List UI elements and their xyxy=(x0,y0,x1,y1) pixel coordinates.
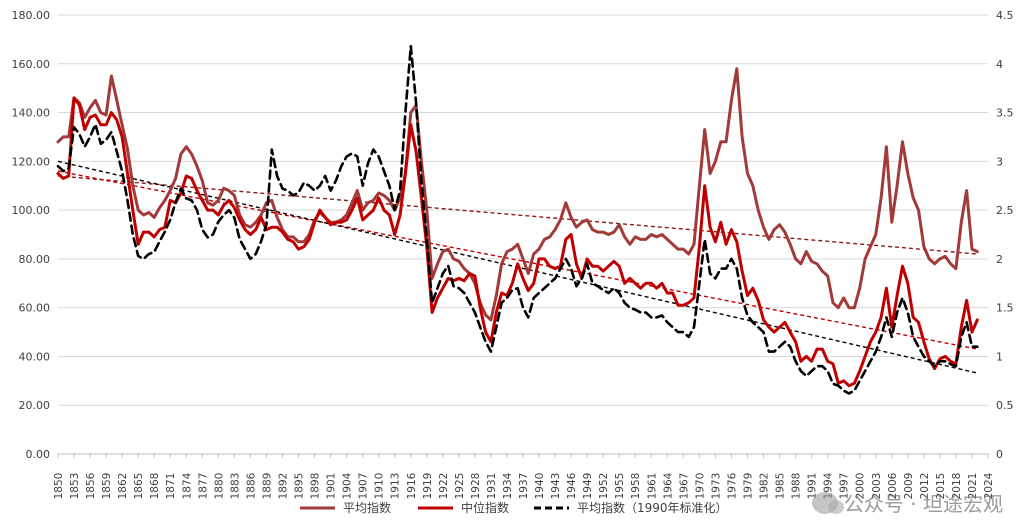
watermark-text: 公众号 · 坦途宏观 xyxy=(843,492,1003,516)
x-tick-label: 1961 xyxy=(646,473,658,500)
x-tick-label: 1976 xyxy=(726,472,738,499)
x-tick-label: 1934 xyxy=(502,472,514,499)
x-tick-label: 2006 xyxy=(887,472,899,499)
x-tick-label: 1907 xyxy=(358,473,370,500)
x-tick-label: 2015 xyxy=(935,473,947,500)
series-line-avg xyxy=(56,67,979,322)
x-tick-label: 2012 xyxy=(919,473,931,500)
x-tick-label: 1898 xyxy=(310,473,322,500)
left-tick-label: 60.00 xyxy=(19,302,51,315)
x-tick-label: 1919 xyxy=(422,473,434,500)
right-tick-label: 3 xyxy=(996,155,1003,168)
x-tick-label: 2024 xyxy=(983,472,995,499)
x-tick-label: 1856 xyxy=(85,472,97,499)
left-tick-label: 40.00 xyxy=(19,350,51,363)
left-tick-label: 140.00 xyxy=(12,107,51,120)
x-tick-label: 2003 xyxy=(871,473,883,500)
x-tick-label: 2018 xyxy=(951,473,963,500)
x-tick-label: 1895 xyxy=(294,473,306,500)
x-tick-label: 1997 xyxy=(839,473,851,500)
left-tick-label: 20.00 xyxy=(19,399,51,412)
right-tick-label: 4.5 xyxy=(996,9,1014,22)
x-tick-label: 1883 xyxy=(229,473,241,500)
x-tick-label: 1973 xyxy=(710,473,722,500)
x-tick-label: 1949 xyxy=(582,473,594,500)
left-tick-label: 100.00 xyxy=(12,204,51,217)
x-tick-label: 1991 xyxy=(807,473,819,500)
x-tick-label: 1964 xyxy=(662,472,674,499)
legend: 平均指数 中位指数 平均指数（1990年标准化） xyxy=(300,500,728,515)
x-tick-label: 1892 xyxy=(277,473,289,500)
right-tick-label: 1.5 xyxy=(996,302,1014,315)
left-tick-label: 180.00 xyxy=(12,9,51,22)
x-tick-label: 1922 xyxy=(438,473,450,500)
wechat-icon xyxy=(811,491,844,514)
x-tick-label: 1853 xyxy=(69,473,81,500)
x-tick-label: 1955 xyxy=(614,473,626,500)
left-tick-label: 120.00 xyxy=(12,155,51,168)
right-tick-label: 4 xyxy=(996,58,1003,71)
x-tick-label: 1928 xyxy=(470,473,482,500)
gridlines xyxy=(58,14,988,455)
x-tick-label: 1874 xyxy=(181,472,193,499)
x-tick-label: 1862 xyxy=(117,473,129,500)
left-tick-label: 0.00 xyxy=(26,448,51,461)
x-tick-label: 1988 xyxy=(791,473,803,500)
left-tick-label: 160.00 xyxy=(12,58,51,71)
x-tick-label: 1877 xyxy=(197,473,209,500)
x-tick-label: 1952 xyxy=(598,473,610,500)
right-tick-label: 3.5 xyxy=(996,107,1014,120)
x-tick-label: 2009 xyxy=(903,473,915,500)
legend-label-avg: 平均指数 xyxy=(343,500,391,515)
x-tick-label: 1979 xyxy=(742,473,754,500)
x-axis: 1850 1853 1856 1859 1862 1865 1868 1871 1874 1877… xyxy=(53,453,995,500)
x-tick-label: 1970 xyxy=(694,473,706,500)
x-tick-label: 1946 xyxy=(566,472,578,499)
x-tick-label: 1880 xyxy=(213,473,225,500)
series-line-median xyxy=(56,96,979,388)
x-tick-label: 1985 xyxy=(775,473,787,500)
x-tick-label: 1943 xyxy=(550,473,562,500)
x-tick-label: 1913 xyxy=(390,473,402,500)
x-tick-label: 1889 xyxy=(261,473,273,500)
x-tick-label: 1925 xyxy=(454,473,466,500)
legend-label-median: 中位指数 xyxy=(461,500,509,515)
right-tick-label: 1 xyxy=(996,350,1003,363)
x-tick-label: 1865 xyxy=(133,473,145,500)
right-tick-label: 2 xyxy=(996,253,1003,266)
x-tick-label: 2000 xyxy=(855,473,867,500)
x-tick-label: 1931 xyxy=(486,473,498,500)
x-tick-label: 1886 xyxy=(245,472,257,499)
right-y-axis: 0 0.5 1 1.5 2 2.5 3 3.5 4 4.5 xyxy=(996,9,1014,461)
series-lines xyxy=(56,44,979,395)
watermark: 公众号 · 坦途宏观 xyxy=(811,488,1003,517)
x-tick-label: 1859 xyxy=(101,473,113,500)
right-tick-label: 0 xyxy=(996,448,1003,461)
x-tick-label: 1904 xyxy=(342,472,354,499)
x-tick-label: 1850 xyxy=(53,473,65,500)
right-tick-label: 2.5 xyxy=(996,204,1014,217)
x-tick-label: 2021 xyxy=(967,473,979,500)
x-tick-label: 1910 xyxy=(374,473,386,500)
x-tick-label: 1940 xyxy=(534,473,546,500)
x-tick-label: 1937 xyxy=(518,473,530,500)
x-tick-label: 1871 xyxy=(165,473,177,500)
x-tick-label: 1958 xyxy=(630,473,642,500)
x-tick-label: 1901 xyxy=(326,473,338,500)
x-tick-label: 1967 xyxy=(678,473,690,500)
right-tick-label: 0.5 xyxy=(996,399,1014,412)
x-tick-label: 1868 xyxy=(149,473,161,500)
x-tick-label: 1982 xyxy=(759,473,771,500)
legend-label-norm: 平均指数（1990年标准化） xyxy=(577,500,728,515)
series-line-norm xyxy=(56,44,979,395)
left-tick-label: 80.00 xyxy=(19,253,51,266)
x-tick-label: 1916 xyxy=(406,472,418,499)
trendline xyxy=(57,170,978,350)
left-y-axis: 0.00 20.00 40.00 60.00 80.00 100.00 120.00 140.… xyxy=(12,9,51,461)
